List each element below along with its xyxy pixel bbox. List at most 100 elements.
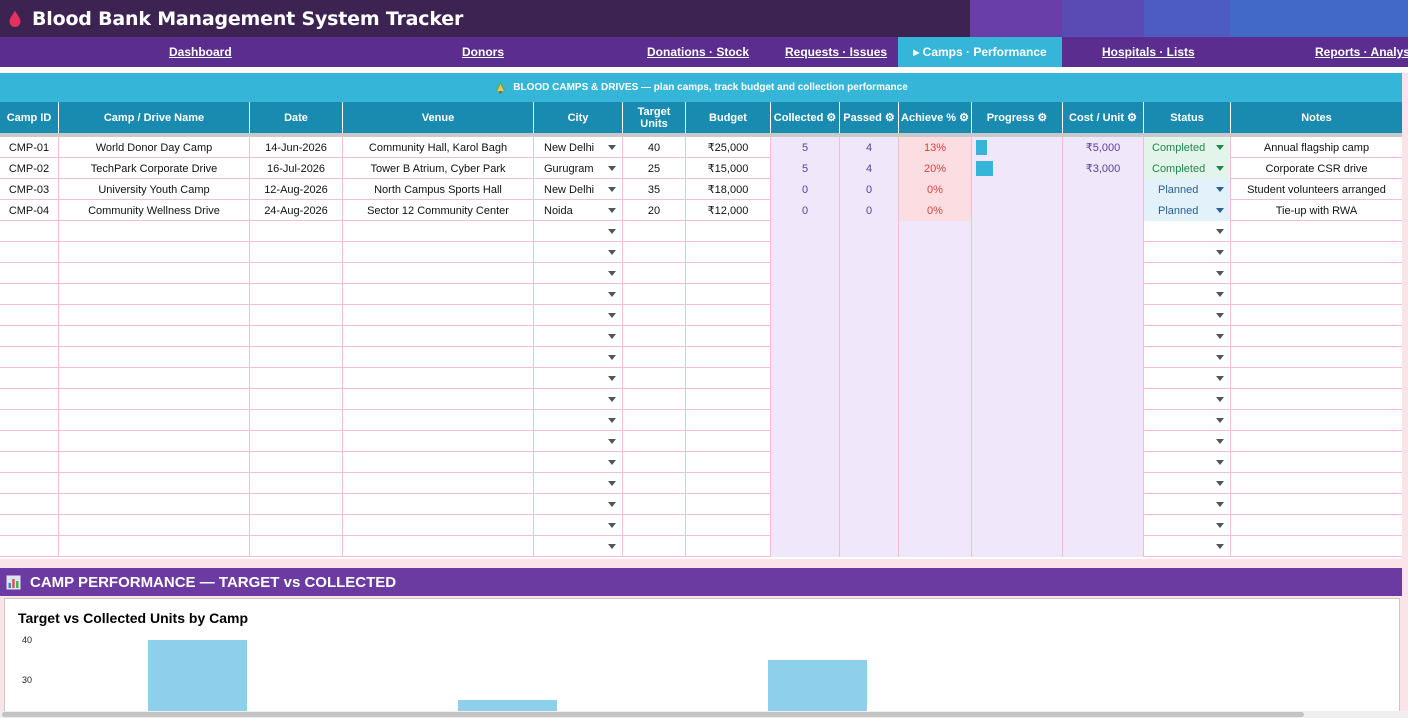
cell-cost-unit[interactable] bbox=[1063, 347, 1144, 368]
cell-progress[interactable] bbox=[972, 284, 1063, 305]
cell-cost-unit[interactable] bbox=[1063, 536, 1144, 557]
dropdown-arrow-icon[interactable] bbox=[1216, 208, 1224, 213]
cell-venue[interactable] bbox=[343, 284, 534, 305]
cell-cost-unit[interactable] bbox=[1063, 410, 1144, 431]
cell-collected[interactable] bbox=[771, 326, 840, 347]
cell-venue[interactable] bbox=[343, 389, 534, 410]
cell-notes[interactable] bbox=[1231, 452, 1402, 473]
cell-passed[interactable] bbox=[840, 452, 899, 473]
cell-target-units[interactable] bbox=[623, 368, 686, 389]
dropdown-arrow-icon[interactable] bbox=[608, 313, 616, 318]
cell-camp-id[interactable] bbox=[0, 473, 59, 494]
cell-budget[interactable] bbox=[686, 368, 771, 389]
cell-date[interactable] bbox=[250, 431, 343, 452]
cell-collected[interactable] bbox=[771, 263, 840, 284]
col-collected[interactable]: Collected ⚙ bbox=[771, 102, 840, 133]
cell-city[interactable]: Gurugram bbox=[534, 158, 623, 179]
cell-budget[interactable] bbox=[686, 221, 771, 242]
cell-collected[interactable] bbox=[771, 389, 840, 410]
cell-passed[interactable] bbox=[840, 389, 899, 410]
cell-achieve[interactable] bbox=[899, 431, 972, 452]
cell-progress[interactable] bbox=[972, 389, 1063, 410]
cell-target-units[interactable] bbox=[623, 242, 686, 263]
cell-camp-name[interactable]: University Youth Camp bbox=[59, 179, 250, 200]
cell-budget[interactable] bbox=[686, 389, 771, 410]
cell-passed[interactable] bbox=[840, 494, 899, 515]
cell-date[interactable] bbox=[250, 473, 343, 494]
cell-collected[interactable] bbox=[771, 494, 840, 515]
cell-achieve[interactable] bbox=[899, 242, 972, 263]
cell-collected[interactable] bbox=[771, 515, 840, 536]
cell-date[interactable] bbox=[250, 242, 343, 263]
cell-venue[interactable]: Community Hall, Karol Bagh bbox=[343, 137, 534, 158]
cell-camp-name[interactable] bbox=[59, 305, 250, 326]
cell-notes[interactable] bbox=[1231, 389, 1402, 410]
dropdown-arrow-icon[interactable] bbox=[608, 187, 616, 192]
dropdown-arrow-icon[interactable] bbox=[608, 523, 616, 528]
cell-collected[interactable] bbox=[771, 221, 840, 242]
cell-status[interactable] bbox=[1144, 263, 1231, 284]
dropdown-arrow-icon[interactable] bbox=[1216, 166, 1224, 171]
dropdown-arrow-icon[interactable] bbox=[1216, 271, 1224, 276]
dropdown-arrow-icon[interactable] bbox=[608, 439, 616, 444]
dropdown-arrow-icon[interactable] bbox=[1216, 460, 1224, 465]
cell-progress[interactable] bbox=[972, 305, 1063, 326]
cell-notes[interactable] bbox=[1231, 221, 1402, 242]
cell-target-units[interactable] bbox=[623, 536, 686, 557]
dropdown-arrow-icon[interactable] bbox=[608, 397, 616, 402]
cell-collected[interactable] bbox=[771, 473, 840, 494]
cell-city[interactable] bbox=[534, 263, 623, 284]
cell-status[interactable] bbox=[1144, 452, 1231, 473]
cell-status[interactable]: Planned bbox=[1144, 179, 1231, 200]
cell-target-units[interactable] bbox=[623, 389, 686, 410]
col-status[interactable]: Status bbox=[1144, 102, 1231, 133]
dropdown-arrow-icon[interactable] bbox=[608, 208, 616, 213]
cell-date[interactable]: 14-Jun-2026 bbox=[250, 137, 343, 158]
cell-budget[interactable] bbox=[686, 473, 771, 494]
cell-budget[interactable] bbox=[686, 242, 771, 263]
cell-status[interactable] bbox=[1144, 242, 1231, 263]
cell-city[interactable]: New Delhi bbox=[534, 137, 623, 158]
chart-bar-cmp-01[interactable] bbox=[148, 640, 247, 717]
cell-camp-id[interactable] bbox=[0, 452, 59, 473]
cell-achieve[interactable] bbox=[899, 347, 972, 368]
cell-date[interactable] bbox=[250, 221, 343, 242]
cell-achieve[interactable]: 20% bbox=[899, 158, 972, 179]
cell-camp-name[interactable] bbox=[59, 263, 250, 284]
cell-progress[interactable] bbox=[972, 410, 1063, 431]
cell-notes[interactable] bbox=[1231, 431, 1402, 452]
cell-date[interactable] bbox=[250, 452, 343, 473]
tab-hospitals-lists[interactable]: Hospitals · Lists bbox=[1102, 45, 1195, 59]
tab-reports-analysis[interactable]: Reports · Analys bbox=[1315, 45, 1408, 59]
cell-notes[interactable] bbox=[1231, 410, 1402, 431]
dropdown-arrow-icon[interactable] bbox=[608, 481, 616, 486]
col-city[interactable]: City bbox=[534, 102, 623, 133]
dropdown-arrow-icon[interactable] bbox=[608, 166, 616, 171]
cell-achieve[interactable] bbox=[899, 389, 972, 410]
cell-notes[interactable] bbox=[1231, 368, 1402, 389]
scroll-thumb[interactable] bbox=[2, 712, 1304, 717]
cell-status[interactable] bbox=[1144, 515, 1231, 536]
cell-budget[interactable] bbox=[686, 284, 771, 305]
cell-camp-name[interactable] bbox=[59, 221, 250, 242]
cell-venue[interactable]: North Campus Sports Hall bbox=[343, 179, 534, 200]
col-target-units[interactable]: Target Units bbox=[623, 102, 686, 133]
col-progress[interactable]: Progress ⚙ bbox=[972, 102, 1063, 133]
cell-cost-unit[interactable] bbox=[1063, 179, 1144, 200]
cell-cost-unit[interactable] bbox=[1063, 326, 1144, 347]
cell-status[interactable] bbox=[1144, 389, 1231, 410]
cell-date[interactable] bbox=[250, 347, 343, 368]
cell-date[interactable] bbox=[250, 494, 343, 515]
cell-notes[interactable] bbox=[1231, 347, 1402, 368]
cell-passed[interactable] bbox=[840, 242, 899, 263]
col-cost-unit[interactable]: Cost / Unit ⚙ bbox=[1063, 102, 1144, 133]
cell-venue[interactable] bbox=[343, 368, 534, 389]
cell-collected[interactable] bbox=[771, 284, 840, 305]
cell-progress[interactable] bbox=[972, 452, 1063, 473]
cell-status[interactable] bbox=[1144, 410, 1231, 431]
cell-passed[interactable] bbox=[840, 347, 899, 368]
cell-camp-id[interactable] bbox=[0, 284, 59, 305]
cell-progress[interactable] bbox=[972, 263, 1063, 284]
cell-budget[interactable]: ₹25,000 bbox=[686, 137, 771, 158]
cell-date[interactable] bbox=[250, 326, 343, 347]
